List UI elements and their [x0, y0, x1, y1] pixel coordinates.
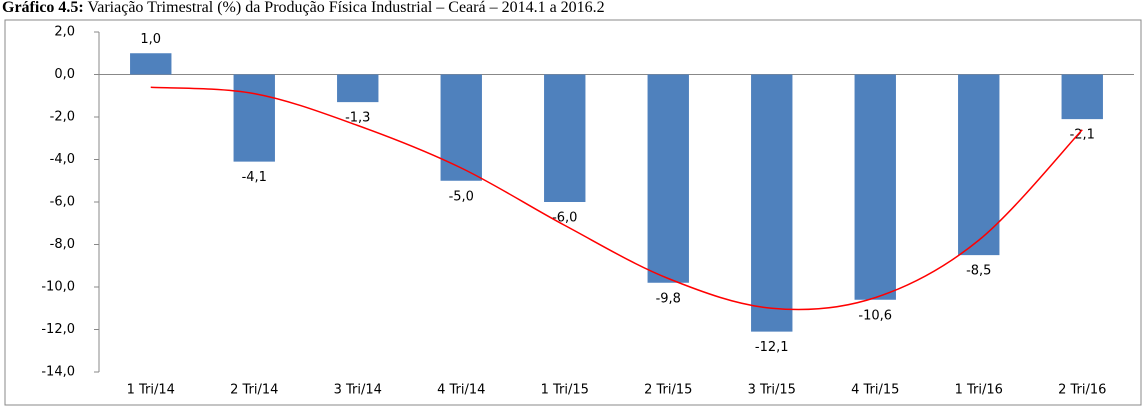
x-tick-label: 4 Tri/15	[851, 383, 899, 398]
y-tick-label: -4,0	[50, 152, 75, 167]
value-label: -5,0	[449, 189, 474, 204]
y-tick-label: 0,0	[54, 67, 75, 82]
bar	[440, 74, 482, 181]
y-tick-label: -2,0	[50, 110, 75, 125]
value-label: 1,0	[140, 32, 161, 47]
x-tick-label: 4 Tri/14	[437, 383, 485, 398]
bar	[854, 74, 896, 300]
bar	[958, 74, 1000, 256]
y-tick-label: -12,0	[41, 322, 75, 337]
trendline	[150, 86, 1083, 311]
value-label: -6,0	[552, 211, 577, 226]
x-tick-label: 2 Tri/15	[644, 383, 692, 398]
bar	[1061, 74, 1103, 120]
value-label: -10,6	[858, 308, 892, 323]
y-tick-label: -10,0	[41, 280, 75, 295]
x-tick-label: 3 Tri/15	[748, 383, 796, 398]
chart-border	[4, 19, 1142, 406]
y-tick-label: -6,0	[50, 195, 75, 210]
title-label: Gráfico 4.5:	[2, 0, 84, 16]
bar	[544, 74, 586, 202]
value-label: -8,5	[966, 264, 991, 279]
y-tick-label: -8,0	[50, 237, 75, 252]
value-label: -4,1	[242, 170, 267, 185]
x-tick-label: 3 Tri/14	[334, 383, 382, 398]
x-tick-label: 2 Tri/14	[230, 383, 278, 398]
bar	[751, 74, 793, 332]
x-tick-label: 2 Tri/16	[1058, 383, 1106, 398]
x-tick-label: 1 Tri/15	[541, 383, 589, 398]
bar	[647, 74, 689, 283]
bar	[233, 74, 275, 162]
x-tick-label: 1 Tri/16	[955, 383, 1003, 398]
title-text: Variação Trimestral (%) da Produção Físi…	[87, 0, 604, 16]
value-label: -9,8	[656, 291, 681, 306]
bar	[130, 53, 172, 75]
y-tick-label: -14,0	[41, 365, 75, 380]
value-label: -12,1	[755, 340, 789, 355]
x-tick-label: 1 Tri/14	[127, 383, 175, 398]
y-tick-label: 2,0	[54, 25, 75, 40]
bar	[337, 74, 379, 103]
value-label: -2,1	[1070, 128, 1095, 143]
chart-title: Gráfico 4.5: Variação Trimestral (%) da …	[2, 0, 605, 16]
value-label: -1,3	[345, 111, 370, 126]
